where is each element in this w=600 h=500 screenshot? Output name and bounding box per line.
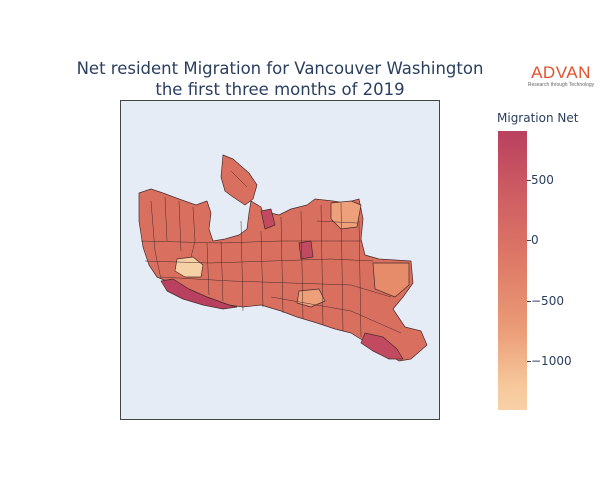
colorbar-tick-label: −1000 xyxy=(531,354,572,369)
region-dark-southwest xyxy=(160,278,238,310)
colorbar-title: Migration Net xyxy=(497,111,579,125)
map-plot-area[interactable] xyxy=(120,100,440,420)
region-light-east xyxy=(372,262,410,298)
region-dark-mid xyxy=(298,240,314,260)
region-light-center xyxy=(296,288,326,308)
advan-logo: ADVAN Research through Technology xyxy=(524,63,598,89)
colorbar-tick-label: 500 xyxy=(531,172,554,187)
logo-tagline: Research through Technology xyxy=(527,82,595,88)
colorbar-tickmark xyxy=(527,300,531,302)
colorbar-tickmark xyxy=(527,179,531,181)
colorbar-tick-label: 0 xyxy=(531,233,539,248)
colorbar-tickmark xyxy=(527,240,531,242)
colorbar-gradient xyxy=(498,131,527,410)
chart-title-line-1: Net resident Migration for Vancouver Was… xyxy=(76,59,484,78)
logo-wordmark: ADVAN xyxy=(531,63,591,82)
colorbar-tickmark xyxy=(527,361,531,363)
chart-title: Net resident Migration for Vancouver Was… xyxy=(60,58,500,100)
choropleth-map xyxy=(138,154,428,362)
region-dark-southeast xyxy=(360,332,404,360)
colorbar-tick-label: −500 xyxy=(531,293,564,308)
region-dark-north xyxy=(260,208,276,230)
chart-title-line-2: the first three months of 2019 xyxy=(155,80,405,99)
region-north-prong xyxy=(220,154,258,206)
